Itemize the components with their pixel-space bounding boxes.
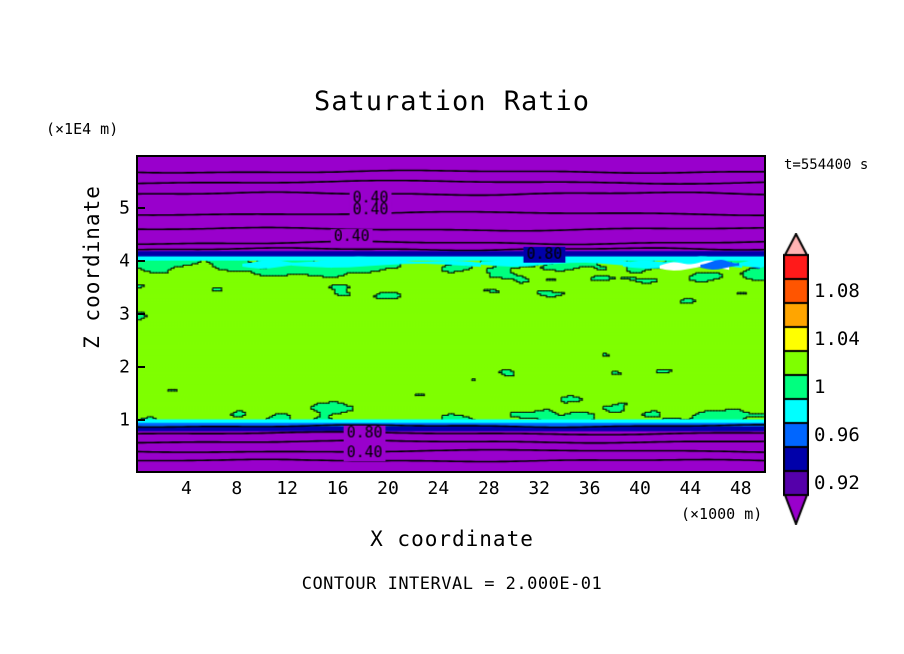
y-tick-marks [136,155,146,473]
x-tick-label: 32 [528,478,551,499]
x-tick-label: 48 [729,478,752,499]
colorbar-tick-label: 1.08 [814,280,860,302]
colorbar-tick-label: 0.96 [814,424,860,446]
y-tick-label: 4 [119,250,130,272]
chart-title: Saturation Ratio [313,86,591,117]
x-tick-label: 28 [477,478,500,499]
x-tick-label: 20 [377,478,399,499]
contour-plot-area [136,155,766,473]
x-tick-label: 44 [679,478,702,499]
y-tick-label: 2 [119,356,130,378]
x-axis-unit-label: (×1000 m) [681,505,763,523]
x-tick-label: 4 [180,478,192,499]
colorbar-canvas [783,233,809,525]
y-tick-labels: 1 2 3 4 5 [100,155,130,473]
y-tick-mark [136,366,145,368]
colorbar [783,233,809,525]
x-tick-label: 16 [326,478,349,499]
y-tick-label: 3 [119,303,130,325]
contour-interval-note: CONTOUR INTERVAL = 2.000E-01 [301,574,603,594]
colorbar-tick-label: 1.04 [814,328,860,350]
x-tick-label: 12 [276,478,299,499]
colorbar-tick-label: 0.92 [814,472,860,494]
x-tick-label: 8 [231,478,243,499]
y-tick-label: 5 [119,197,130,219]
colorbar-labels: 1.08 1.04 1 0.96 0.92 [814,233,894,525]
x-tick-labels: 4 8 12 16 20 24 28 32 36 40 44 48 [136,478,766,504]
y-axis-unit-label: (×1E4 m) [46,120,119,138]
saturation-field-canvas [138,157,764,471]
y-tick-mark [136,207,145,209]
x-axis-label: X coordinate [370,527,534,551]
colorbar-tick-label: 1 [814,376,826,398]
y-tick-mark [136,313,145,315]
x-tick-label: 24 [427,478,450,499]
y-tick-mark [136,260,145,262]
timestamp-label: t=554400 s [784,157,869,173]
y-tick-label: 1 [119,409,130,431]
x-tick-label: 36 [578,478,601,499]
y-tick-mark [136,419,145,421]
x-tick-label: 40 [629,478,651,499]
